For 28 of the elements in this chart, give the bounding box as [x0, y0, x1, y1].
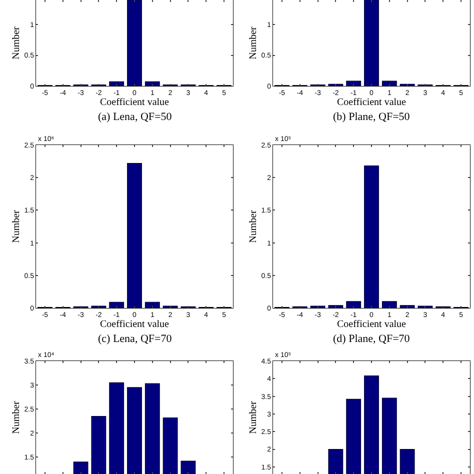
- bar: [109, 302, 124, 308]
- bar: [382, 301, 397, 308]
- text: (d) Plane, QF=70: [333, 333, 410, 345]
- bar: [346, 301, 362, 308]
- y-axis-title: Number: [11, 400, 22, 434]
- y-axis-title: Number: [248, 209, 260, 243]
- x-axis-title: Coefficient value: [337, 319, 407, 330]
- bar: [109, 81, 124, 86]
- x-axis-title: Coefficient value: [100, 97, 170, 108]
- x-axis-title: Coefficient value: [100, 319, 170, 330]
- y-axis-title: Number: [11, 209, 22, 243]
- bar: [144, 81, 160, 86]
- y-axis-title: Number: [248, 26, 260, 60]
- bar: [127, 162, 142, 308]
- bar: [364, 166, 379, 308]
- text: (a) Lena, QF=50: [98, 111, 172, 123]
- text: (c) Lena, QF=70: [98, 333, 172, 345]
- y-axis-title: Number: [11, 26, 22, 60]
- y-axis-title: Number: [248, 400, 260, 434]
- bar: [144, 302, 160, 308]
- bar: [364, 0, 379, 86]
- bar: [382, 80, 397, 86]
- bar: [328, 305, 344, 308]
- bar: [127, 0, 142, 86]
- text: (b) Plane, QF=50: [333, 111, 410, 123]
- bar: [400, 305, 415, 308]
- bar: [346, 80, 362, 86]
- x-axis-title: Coefficient value: [337, 97, 407, 108]
